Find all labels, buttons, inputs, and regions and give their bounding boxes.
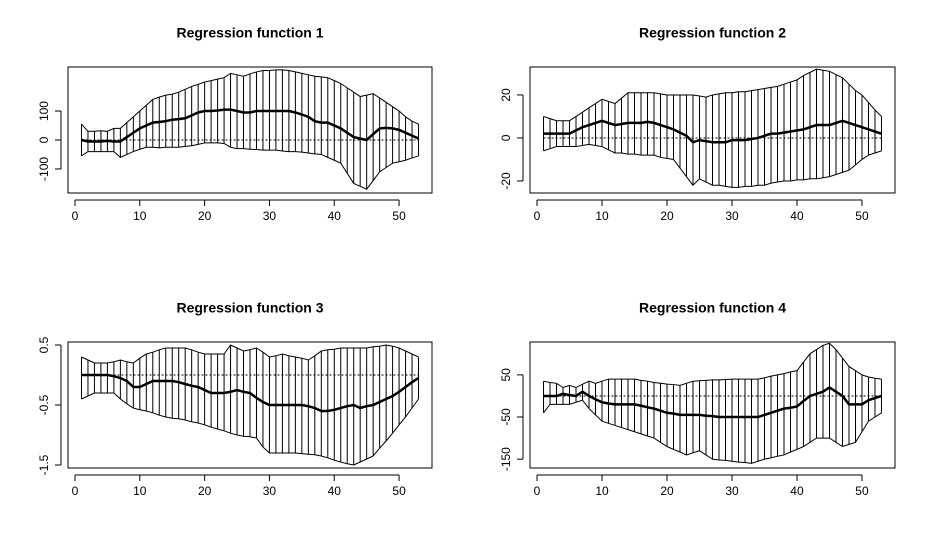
x-tick-label: 40 — [790, 484, 804, 498]
x-tick-label: 40 — [328, 484, 342, 498]
x-tick-label: 50 — [855, 209, 869, 223]
x-tick-label: 10 — [595, 484, 609, 498]
x-tick-label: 50 — [392, 209, 406, 223]
x-tick-label: 10 — [133, 209, 147, 223]
estimate-line — [81, 373, 420, 413]
x-tick-label: 30 — [725, 484, 739, 498]
x-tick-label: 10 — [595, 209, 609, 223]
x-tick-label: 20 — [198, 484, 212, 498]
x-tick-label: 30 — [263, 209, 277, 223]
x-tick-label: 0 — [534, 209, 541, 223]
x-tick-label: 50 — [392, 484, 406, 498]
plot-frame — [529, 341, 896, 469]
x-tick-label: 0 — [72, 209, 79, 223]
y-tick-label: -50 — [499, 408, 513, 426]
x-tick-label: 30 — [263, 484, 277, 498]
estimate-line — [81, 108, 420, 143]
y-tick-label: 0 — [499, 134, 513, 141]
panel-title: Regression function 2 — [639, 25, 786, 41]
y-tick-label: -20 — [499, 172, 513, 190]
x-tick-label: 10 — [133, 484, 147, 498]
y-tick-label: -0.5 — [37, 394, 51, 415]
y-tick-label: 20 — [499, 88, 513, 102]
x-tick-label: 0 — [72, 484, 79, 498]
panel-title: Regression function 1 — [176, 25, 323, 41]
y-tick-label: 0.5 — [37, 336, 51, 353]
plot-frame — [529, 66, 896, 194]
bound-line — [543, 143, 882, 188]
x-tick-label: 20 — [660, 484, 674, 498]
plot-frame — [67, 341, 433, 469]
bound-line — [543, 399, 882, 464]
bound-line — [81, 344, 419, 364]
x-tick-label: 40 — [328, 209, 342, 223]
bound-line — [81, 69, 419, 132]
x-tick-label: 20 — [660, 209, 674, 223]
y-tick-label: 100 — [37, 101, 51, 121]
x-tick-label: 0 — [534, 484, 541, 498]
bound-line — [543, 342, 882, 389]
y-tick-label: 0 — [37, 136, 51, 143]
y-tick-label: -150 — [499, 447, 513, 471]
y-tick-label: -100 — [37, 157, 51, 181]
panel-title: Regression function 3 — [176, 300, 323, 316]
x-tick-label: 20 — [198, 209, 212, 223]
x-tick-label: 40 — [790, 209, 804, 223]
y-tick-label: 50 — [499, 368, 513, 382]
estimate-line — [543, 119, 882, 144]
bound-line — [543, 68, 882, 122]
y-tick-label: -1.5 — [37, 454, 51, 475]
x-tick-label: 50 — [855, 484, 869, 498]
panel-title: Regression function 4 — [639, 300, 786, 316]
x-tick-label: 30 — [725, 209, 739, 223]
bound-line — [81, 142, 419, 190]
estimate-line — [543, 386, 882, 419]
bound-line — [81, 392, 419, 466]
plot-frame — [67, 66, 433, 194]
